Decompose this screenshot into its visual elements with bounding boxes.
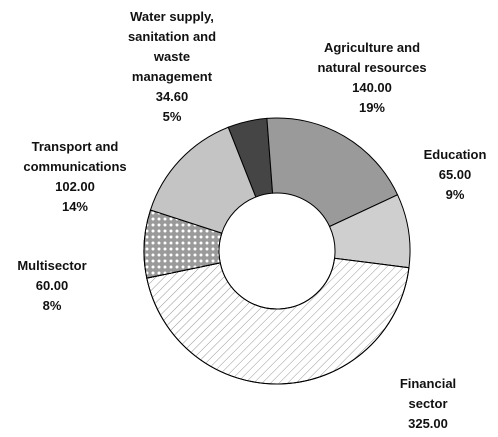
- category-label: Multisector: [17, 258, 87, 273]
- category-label: Water supply, sanitation and waste manag…: [127, 9, 217, 84]
- category-label: Agriculture and natural resources: [317, 40, 427, 75]
- slice-label: Multisector 60.00 8%: [17, 256, 86, 316]
- percent-label: 9%: [445, 187, 465, 202]
- slice: [266, 117, 399, 228]
- category-label: Transport and communications: [23, 139, 127, 174]
- value-label: 65.00: [438, 167, 472, 182]
- percent-label: 5%: [162, 109, 182, 124]
- slice: [146, 257, 410, 385]
- percent-label: 14%: [61, 199, 89, 214]
- slice-label: Water supply, sanitation and waste manag…: [128, 7, 216, 127]
- category-label: Financial sector: [399, 376, 457, 411]
- value-label: 325.00: [408, 416, 448, 431]
- slice-label: Education 65.00 9%: [424, 145, 487, 205]
- value-label: 102.00: [55, 179, 95, 194]
- value-label: 34.60: [155, 89, 189, 104]
- slice-label: Agriculture and natural resources 140.00 1…: [317, 38, 426, 118]
- percent-label: 8%: [42, 298, 62, 313]
- value-label: 140.00: [352, 80, 392, 95]
- slice-label: Transport and communications 102.00 14%: [23, 137, 126, 217]
- slice: [149, 126, 257, 234]
- value-label: 60.00: [35, 278, 69, 293]
- percent-label: 19%: [358, 100, 386, 115]
- category-label: Education: [423, 147, 487, 162]
